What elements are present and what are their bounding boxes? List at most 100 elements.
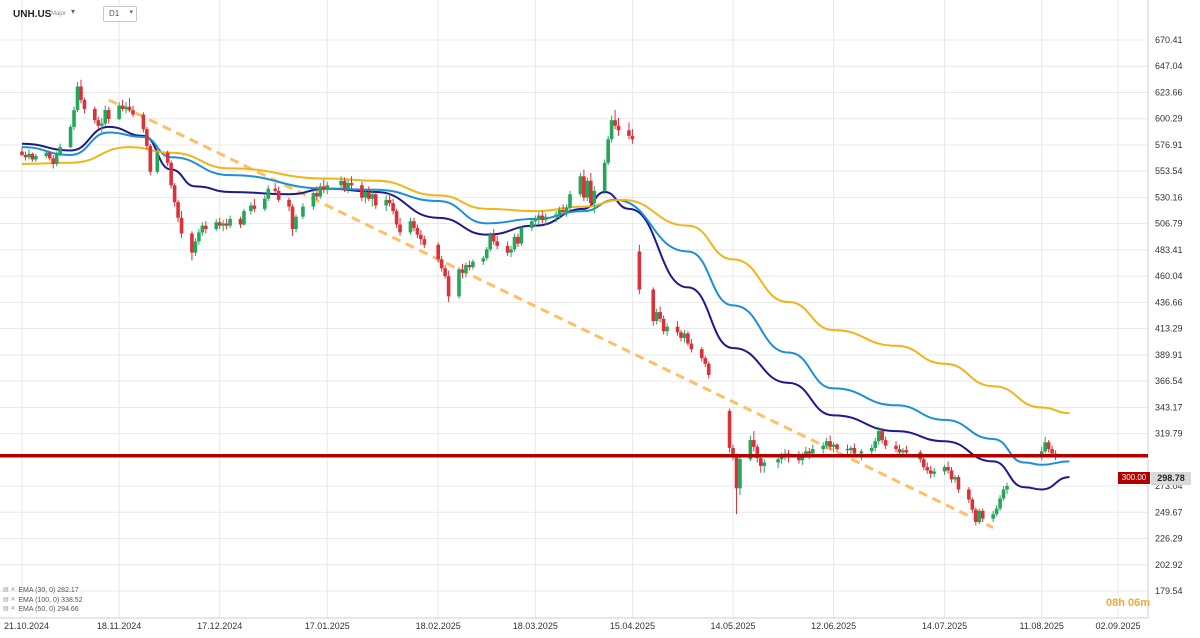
candle-body xyxy=(661,318,666,332)
candle-body xyxy=(530,221,534,228)
candle-body xyxy=(589,180,593,204)
candle-body xyxy=(1005,486,1009,490)
candle-body xyxy=(956,477,961,490)
candle-body xyxy=(616,125,621,131)
candle-body xyxy=(973,509,978,523)
candle-body xyxy=(682,333,687,338)
y-tick-label: 273.04 xyxy=(1155,481,1183,491)
legend-settings-icon[interactable]: ▤ ✕ xyxy=(3,606,16,612)
x-tick-label: 14.07.2025 xyxy=(922,621,967,631)
candle-body xyxy=(557,209,562,215)
candle-body xyxy=(821,445,825,450)
candle-body xyxy=(467,264,472,268)
candle-body xyxy=(131,110,135,115)
candle-body xyxy=(582,176,586,198)
candle-body xyxy=(252,205,257,209)
candle-body xyxy=(991,514,995,519)
x-tick-label: 17.01.2025 xyxy=(305,621,350,631)
candle-body xyxy=(512,236,517,250)
candle-body xyxy=(96,120,101,126)
candle-body xyxy=(762,462,767,466)
candle-body xyxy=(1039,451,1044,456)
candle-body xyxy=(1050,449,1054,454)
candle-body xyxy=(419,234,423,240)
y-tick-label: 202.92 xyxy=(1155,560,1183,570)
candle-body xyxy=(491,234,496,242)
candle-body xyxy=(658,312,662,319)
candle-body xyxy=(436,244,441,260)
candle-body xyxy=(148,145,153,172)
candle-body xyxy=(852,447,857,454)
candle-body xyxy=(200,225,205,233)
candle-body xyxy=(72,110,76,127)
candle-body xyxy=(755,446,760,459)
candle-body xyxy=(127,106,132,111)
candle-body xyxy=(363,191,368,198)
candle-body xyxy=(290,206,295,230)
legend-settings-icon[interactable]: ▤ ✕ xyxy=(3,596,16,603)
candle-body xyxy=(349,183,354,186)
candle-body xyxy=(457,269,461,297)
x-tick-label: 18.02.2025 xyxy=(416,621,461,631)
legend-item[interactable]: ▤ ✕ EMA (30, 0) 282.17 xyxy=(3,586,83,596)
x-tick-label: 11.08.2025 xyxy=(1020,621,1064,631)
candle-body xyxy=(758,458,763,466)
candle-body xyxy=(99,123,104,126)
candle-body xyxy=(706,363,711,375)
candle-body xyxy=(609,120,614,140)
candle-body xyxy=(75,86,80,111)
candle-body xyxy=(373,194,378,206)
candle-body xyxy=(325,185,330,190)
candle-body xyxy=(287,199,291,207)
x-tick-label: 18.03.2025 xyxy=(513,621,558,631)
ema100-line xyxy=(21,146,1070,415)
candle-body xyxy=(536,215,541,219)
candle-body xyxy=(47,152,52,159)
candle-body xyxy=(58,147,62,154)
candle-body xyxy=(443,268,447,277)
timeframe-select[interactable]: D1 ▾ xyxy=(103,6,137,22)
candle-body xyxy=(807,451,812,454)
x-tick-label: 02.09.2025 xyxy=(1095,621,1140,631)
candle-body xyxy=(748,440,753,460)
candle-body xyxy=(204,225,208,230)
symbol-sub-label: Major xyxy=(51,11,67,17)
candle-body xyxy=(637,251,642,290)
candle-body xyxy=(145,129,149,146)
symbol-label[interactable]: UNH.US xyxy=(13,9,52,20)
candle-body xyxy=(679,332,683,338)
candle-body xyxy=(169,162,173,186)
candle-body xyxy=(585,180,590,198)
legend-item[interactable]: ▤ ✕ EMA (100, 0) 338.52 xyxy=(3,596,83,606)
candle-body xyxy=(276,190,281,200)
candle-body xyxy=(564,207,569,213)
symbol-dropdown-icon[interactable]: ▾ xyxy=(71,7,76,16)
legend-settings-icon[interactable]: ▤ ✕ xyxy=(3,587,16,593)
candle-body xyxy=(238,218,243,225)
candle-body xyxy=(79,86,83,100)
candle-body xyxy=(266,188,271,199)
candle-body xyxy=(384,199,388,206)
candle-body xyxy=(346,183,350,189)
candle-body xyxy=(738,459,742,489)
support-line-label[interactable]: 300.00 xyxy=(1118,472,1150,484)
candle-body xyxy=(394,211,399,225)
candle-body xyxy=(165,152,170,163)
candle-body xyxy=(876,431,881,442)
candle-body xyxy=(953,477,957,480)
candle-body xyxy=(824,441,829,446)
candle-body xyxy=(273,188,277,191)
candle-body xyxy=(921,459,926,468)
trendline xyxy=(108,98,994,529)
candle-body xyxy=(179,217,184,234)
candle-body xyxy=(731,447,735,456)
candle-body xyxy=(970,499,975,510)
candle-body xyxy=(967,489,971,500)
chart-header: UNH.US Major ▾ D1 ▾ xyxy=(0,0,1150,24)
y-tick-label: 436.66 xyxy=(1155,297,1183,307)
legend-item[interactable]: ▤ ✕ EMA (50, 0) 294.66 xyxy=(3,605,83,615)
candle-body xyxy=(484,249,489,259)
y-tick-label: 670.41 xyxy=(1155,35,1183,45)
candle-body xyxy=(686,333,690,344)
